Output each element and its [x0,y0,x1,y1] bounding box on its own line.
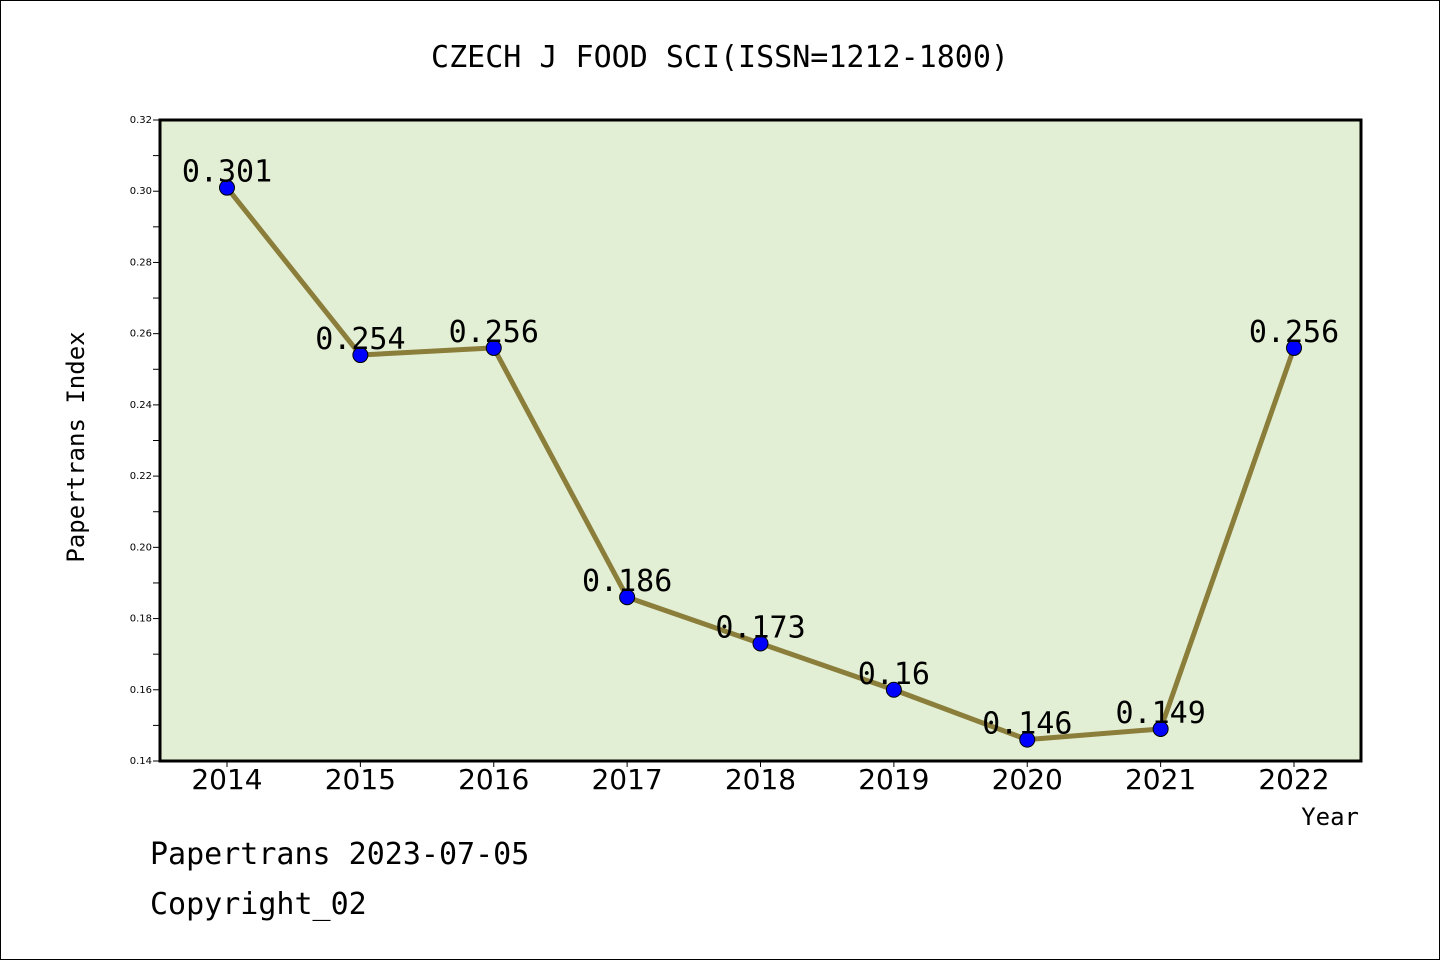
y-tick-label: 0.30 [130,186,152,197]
x-tick-label: 2019 [858,763,929,796]
x-tick-label: 2017 [591,763,662,796]
data-point [885,681,902,698]
data-label: 0.256 [449,315,539,350]
x-axis: 2014 2015 2016 2017 2018 2019 2020 2021 2022 [191,761,1330,796]
data-labels: 0.301 0.254 0.256 0.186 0.173 0.16 0.146 0.149 0… [182,155,1339,742]
plot-border [158,118,1363,763]
data-point [219,179,235,196]
x-tick-label: 2016 [458,763,529,796]
data-label: 0.301 [182,155,272,190]
data-point [485,339,502,356]
data-point [1019,731,1036,748]
x-tick-label: 2015 [325,763,396,796]
y-tick-label: 0.16 [130,685,152,696]
y-axis-label: Papertrans Index [62,331,90,562]
plot-area [160,120,1361,761]
data-point [1286,339,1302,356]
data-label: 0.173 [715,610,805,645]
chart-title: CZECH J FOOD SCI(ISSN=1212-1800) [431,40,1009,75]
footer-copyright: Copyright_02 [150,887,367,922]
y-tick-label: 0.24 [130,400,152,411]
data-label: 0.254 [315,322,405,357]
y-tick-label: 0.26 [130,329,152,340]
data-point [352,347,369,364]
data-label: 0.146 [982,707,1072,742]
footer-date: Papertrans 2023-07-05 [150,837,529,872]
y-tick-label: 0.20 [130,542,152,553]
y-tick-label: 0.18 [130,614,152,625]
x-tick-label: 2022 [1258,763,1329,796]
data-point [1152,720,1169,737]
x-axis-label: Year [1301,803,1359,831]
data-point [619,589,636,606]
y-tick-label: 0.14 [130,756,152,767]
y-tick-label: 0.28 [130,257,152,268]
y-tick-label: 0.32 [130,115,152,126]
series-line [219,179,1302,748]
data-label: 0.149 [1115,696,1205,731]
data-point [752,635,769,652]
data-label: 0.256 [1249,315,1339,350]
x-tick-label: 2021 [1125,763,1196,796]
data-label: 0.16 [858,657,930,692]
x-tick-label: 2018 [725,763,796,796]
x-tick-label: 2020 [992,763,1063,796]
y-tick-label: 0.22 [130,471,152,482]
y-axis: 0.14 0.16 0.18 0.20 0.22 0.24 0.26 0.28 0.30 0.32 [130,115,160,767]
data-label: 0.186 [582,564,672,599]
x-tick-label: 2014 [191,763,262,796]
